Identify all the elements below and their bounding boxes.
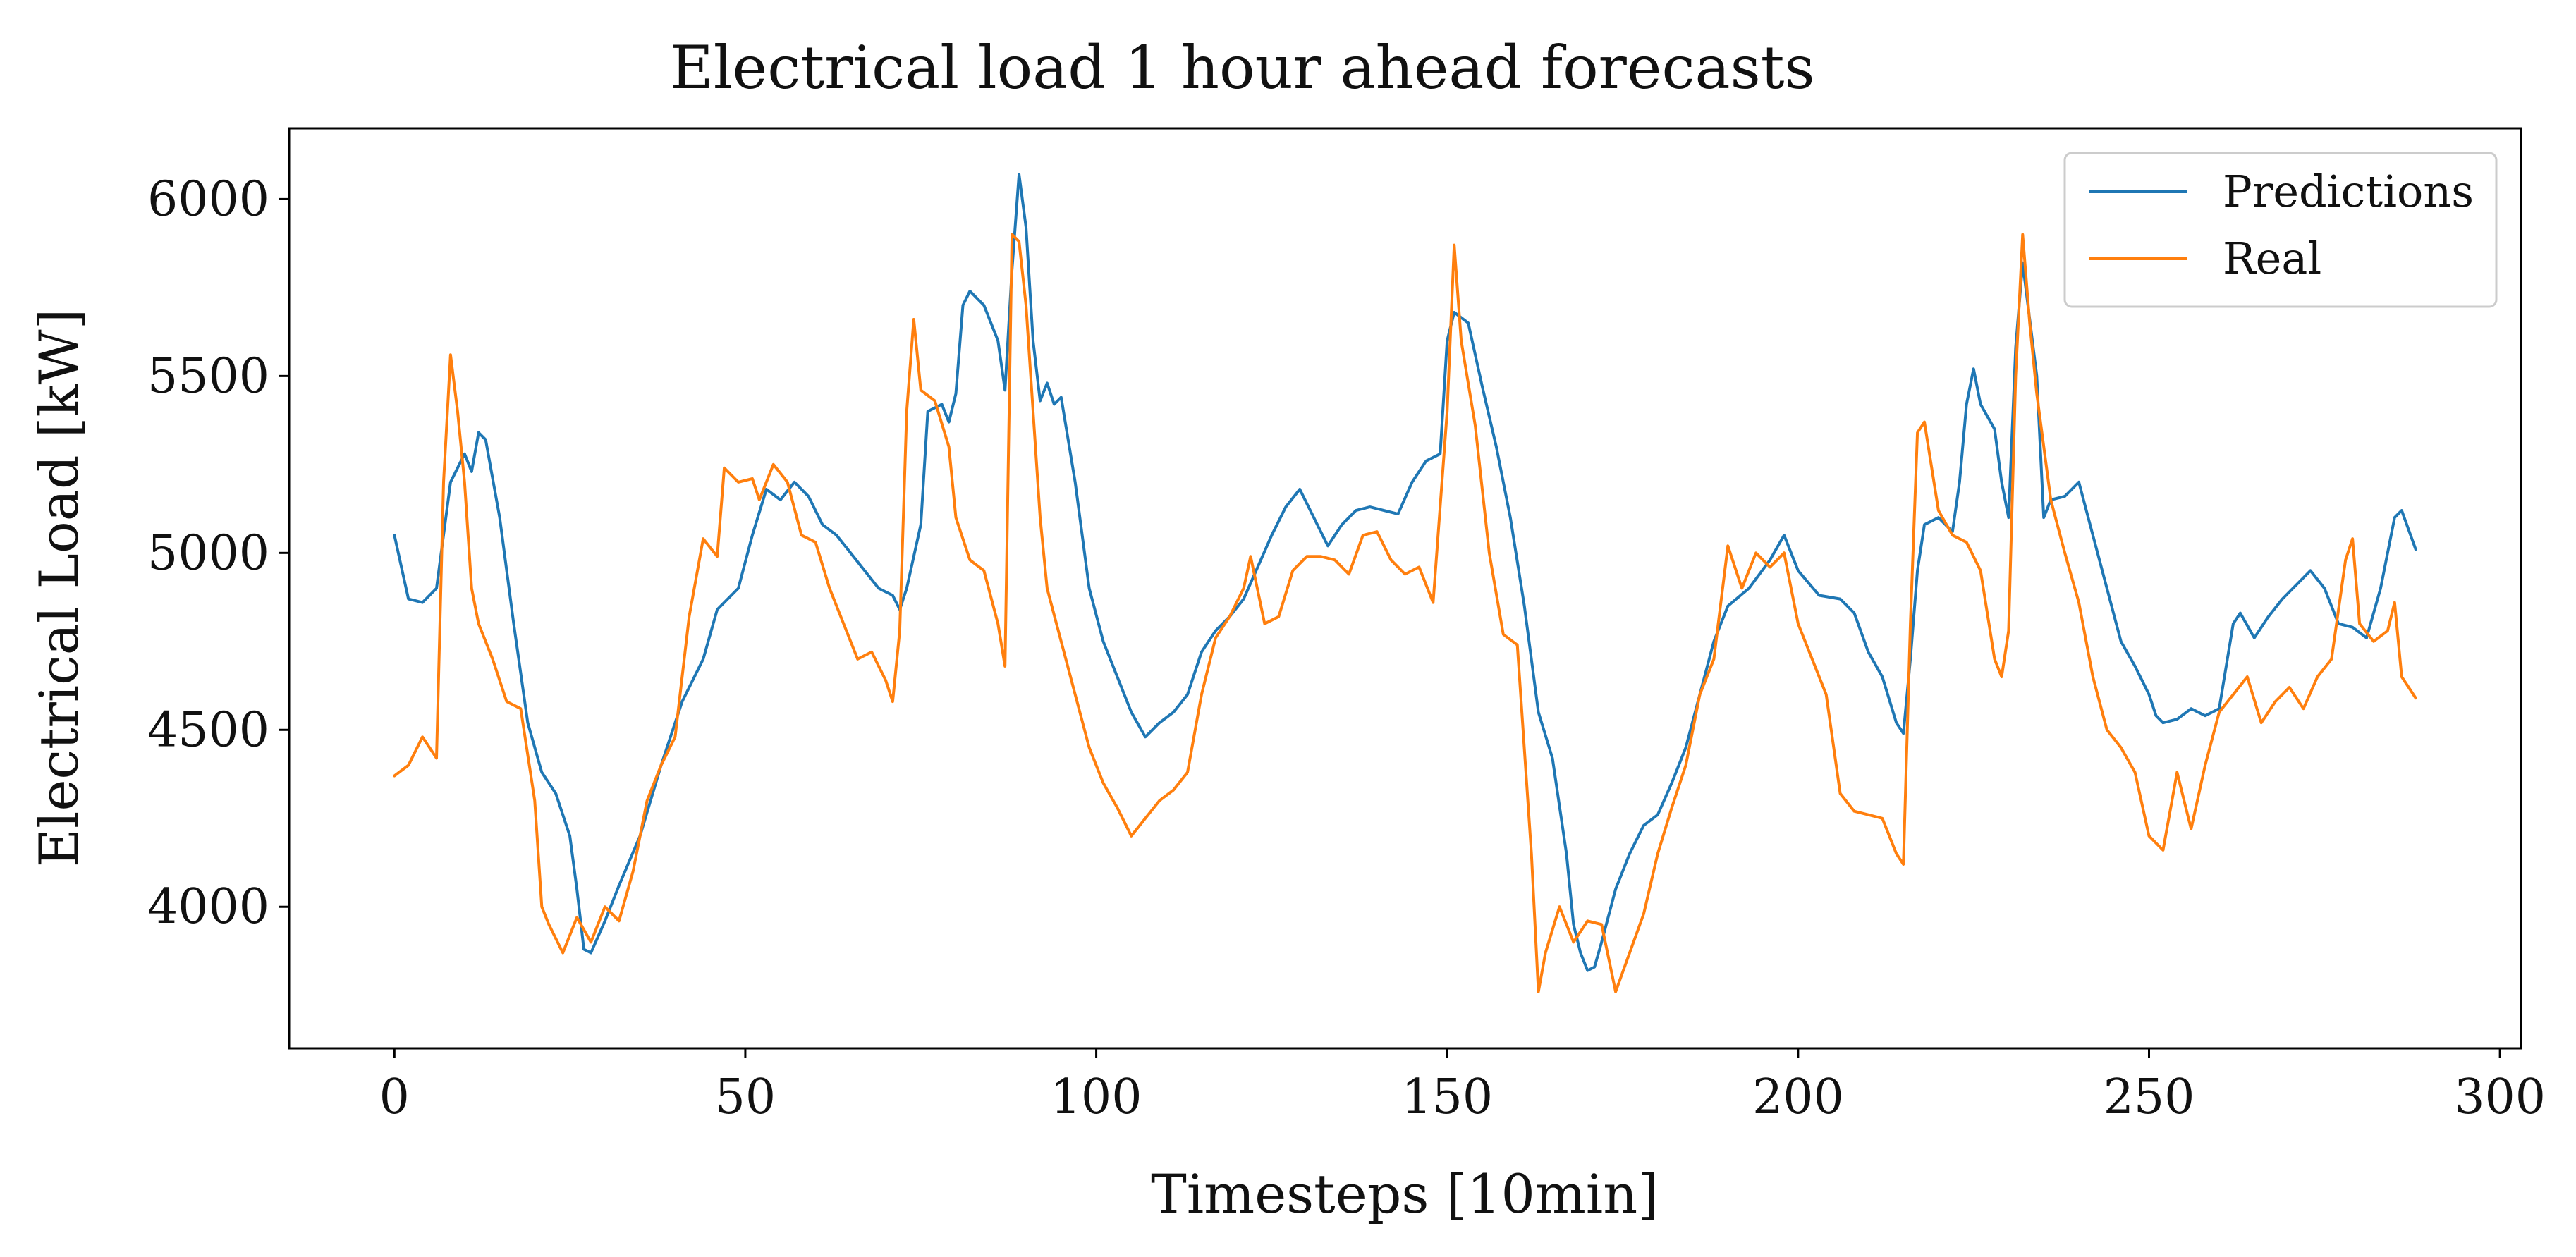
series-layer [393,173,2417,993]
x-tick-label: 0 [379,1069,410,1125]
y-axis-label: Electrical Load [kW] [28,309,90,868]
y-tick-label: 5500 [147,348,269,404]
y-tick-label: 5000 [147,525,269,581]
series-line-predictions [393,173,2417,972]
x-tick-label: 300 [2454,1069,2546,1125]
x-tick-label: 200 [1752,1069,1844,1125]
y-tick-label: 4500 [147,702,269,758]
x-tick-label: 150 [1401,1069,1493,1125]
plot-area-frame [288,127,2522,1050]
y-axis: 4000 4500 5000 5500 6000 [147,171,289,935]
x-tick-label: 50 [715,1069,776,1125]
x-axis-label: Timesteps [10min] [1151,1163,1659,1225]
chart-title: Electrical load 1 hour ahead forecasts [670,33,1814,102]
series-line-real [393,233,2417,993]
legend: Predictions Real [2063,152,2498,308]
x-tick-label: 100 [1051,1069,1142,1125]
x-tick-label: 250 [2104,1069,2195,1125]
y-tick-label: 4000 [147,879,269,935]
y-tick-label: 6000 [147,171,269,227]
legend-label-predictions: Predictions [2223,166,2474,217]
x-axis: 0 50 100 150 200 250 300 [379,1048,2546,1125]
legend-label-real: Real [2223,233,2321,284]
